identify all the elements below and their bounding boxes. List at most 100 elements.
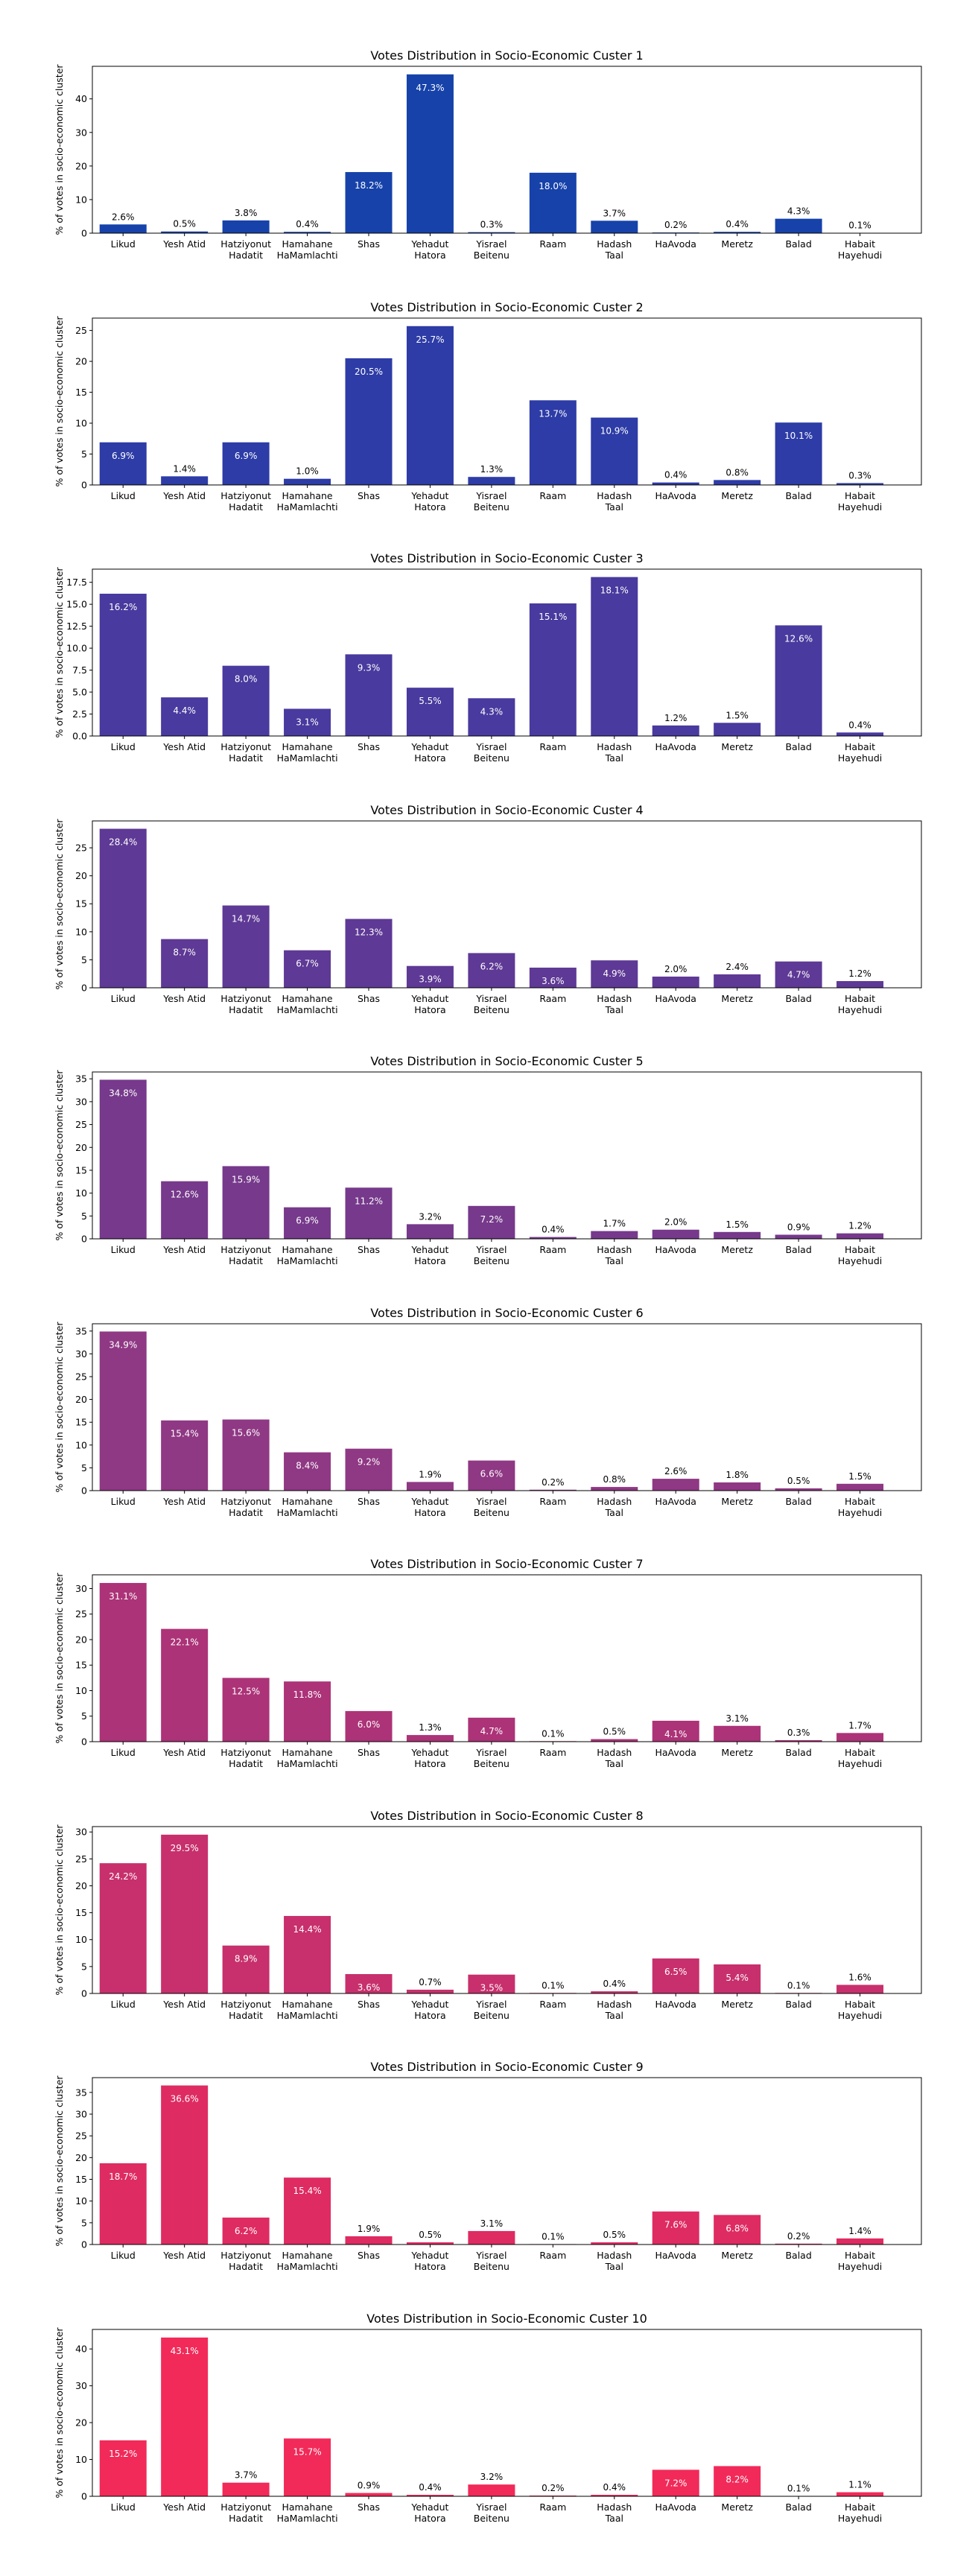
y-tick-label: 35: [75, 1073, 87, 1085]
x-tick-label: Habait: [845, 1244, 875, 1255]
y-tick-label: 5: [81, 448, 87, 460]
x-tick-label: Raam: [539, 741, 566, 752]
bar: [345, 919, 393, 988]
bar: [406, 965, 454, 988]
x-tick-label: Hatziyonut: [220, 741, 271, 752]
y-tick-label: 15: [75, 1907, 87, 1918]
x-tick-label: Hamahane: [282, 1999, 333, 2010]
y-tick-label: 5: [81, 1710, 87, 1722]
chart-svg: Votes Distribution in Socio-Economic Cus…: [54, 803, 922, 1015]
x-tick-label: Hayehudi: [838, 1004, 882, 1015]
x-tick-label: Hatziyonut: [220, 1747, 271, 1758]
data-label: 8.9%: [235, 1953, 258, 1964]
x-tick-label: Yesh Atid: [162, 1244, 206, 1255]
bar: [406, 2494, 454, 2496]
y-tick-label: 0: [81, 1234, 87, 1245]
x-tick-label: Hatora: [414, 2261, 445, 2272]
data-label: 0.5%: [787, 1475, 810, 1485]
data-label: 12.5%: [232, 1686, 260, 1696]
y-tick-label: 15: [75, 1164, 87, 1176]
bar: [99, 594, 147, 736]
y-axis-label: % of votes in socio-economic cluster: [54, 1070, 65, 1241]
x-tick-label: Hayehudi: [838, 2010, 882, 2021]
data-label: 15.4%: [171, 1428, 199, 1438]
x-tick-label: Yesh Atid: [162, 238, 206, 250]
y-tick-label: 0: [81, 479, 87, 490]
x-tick-label: Hamahane: [282, 741, 333, 752]
bar: [284, 1207, 331, 1239]
data-label: 29.5%: [171, 1842, 199, 1853]
data-label: 0.2%: [542, 1476, 565, 1487]
bar: [529, 172, 577, 233]
x-tick-label: Raam: [539, 490, 566, 501]
x-tick-label: Beitenu: [474, 1255, 509, 1266]
data-label: 0.5%: [603, 1727, 626, 1737]
x-tick-label: Habait: [845, 1496, 875, 1507]
data-label: 5.4%: [725, 1972, 749, 1982]
y-tick-label: 15: [75, 898, 87, 909]
x-tick-label: Yisrael: [475, 2502, 507, 2513]
x-tick-label: Hadatit: [229, 1004, 263, 1015]
data-label: 14.4%: [293, 1923, 321, 1934]
data-label: 15.6%: [232, 1427, 260, 1438]
y-tick-label: 30: [75, 1583, 87, 1594]
data-label: 0.4%: [603, 2482, 626, 2493]
y-tick-label: 25: [75, 2131, 87, 2142]
y-tick-label: 20: [75, 870, 87, 881]
bar: [714, 1964, 761, 1993]
data-label: 18.1%: [600, 586, 629, 596]
x-tick-label: Beitenu: [474, 1758, 509, 1769]
bar: [99, 2163, 147, 2245]
chart-svg: Votes Distribution in Socio-Economic Cus…: [54, 1054, 922, 1266]
bar: [222, 2217, 270, 2245]
x-tick-label: Hadatit: [229, 2513, 263, 2524]
data-label: 1.7%: [603, 1219, 626, 1229]
x-tick-label: Shas: [358, 1496, 380, 1507]
x-tick-label: HaAvoda: [655, 741, 696, 752]
data-label: 1.5%: [725, 710, 749, 720]
x-tick-label: Taal: [605, 1507, 623, 1518]
bar: [284, 2177, 331, 2245]
data-label: 6.8%: [725, 2223, 749, 2233]
data-label: 0.4%: [664, 469, 688, 480]
x-tick-label: Beitenu: [474, 1507, 509, 1518]
data-label: 4.1%: [664, 1729, 688, 1739]
chart-svg: Votes Distribution in Socio-Economic Cus…: [54, 2312, 922, 2524]
x-tick-label: Raam: [539, 2502, 566, 2513]
y-tick-label: 5: [81, 2217, 87, 2228]
x-tick-label: HaMamlachti: [277, 1004, 338, 1015]
y-tick-label: 20: [75, 2152, 87, 2163]
x-tick-label: Yehadut: [410, 238, 448, 250]
x-tick-label: Yesh Atid: [162, 1999, 206, 2010]
y-tick-label: 20: [75, 1394, 87, 1405]
bar: [161, 697, 209, 736]
bar: [652, 2469, 699, 2496]
x-tick-label: HaAvoda: [655, 993, 696, 1004]
x-tick-label: Yisrael: [475, 1496, 507, 1507]
x-tick-label: Hadash: [597, 741, 632, 752]
x-tick-label: Yehadut: [410, 741, 448, 752]
data-label: 1.1%: [848, 2479, 871, 2490]
y-tick-label: 0: [81, 1485, 87, 1496]
y-tick-label: 25: [75, 1119, 87, 1130]
bar-chart-cluster-9: Votes Distribution in Socio-Economic Cus…: [0, 2011, 978, 2272]
x-tick-label: Meretz: [721, 993, 753, 1004]
chart-title: Votes Distribution in Socio-Economic Cus…: [366, 2312, 647, 2326]
x-tick-label: Shas: [358, 993, 380, 1004]
bar: [591, 1990, 638, 1993]
data-label: 0.1%: [542, 2231, 565, 2242]
bar: [161, 1181, 209, 1239]
data-label: 0.9%: [358, 2480, 381, 2490]
bar: [345, 171, 393, 233]
bar: [836, 2492, 884, 2496]
y-tick-label: 15: [75, 2174, 87, 2185]
y-tick-label: 0: [81, 228, 87, 239]
x-tick-label: Yisrael: [475, 993, 507, 1004]
y-tick-label: 10: [75, 1685, 87, 1696]
bar: [468, 2484, 515, 2496]
x-tick-label: Likud: [111, 741, 136, 752]
bar: [161, 475, 209, 485]
x-tick-label: Hadash: [597, 993, 632, 1004]
bar: [406, 1481, 454, 1491]
y-axis-label: % of votes in socio-economic cluster: [54, 1573, 65, 1744]
